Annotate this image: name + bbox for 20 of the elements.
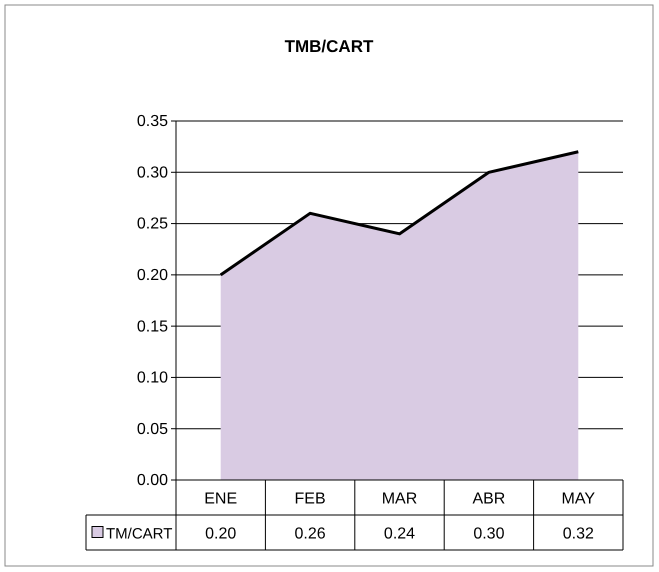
data-label: 0.20: [205, 526, 236, 542]
legend-label: TM/CART: [106, 526, 172, 542]
y-tick-label: 0.15: [136, 318, 168, 336]
y-tick-label: 0.10: [136, 370, 168, 387]
data-label: 0.30: [473, 526, 505, 542]
y-tick-label: 0.00: [136, 472, 168, 490]
y-tick-label: 0.25: [136, 216, 168, 233]
x-tick-label: FEB: [294, 490, 326, 508]
chart-title: TMB/CART: [284, 37, 374, 56]
y-tick-label: 0.05: [136, 420, 168, 438]
data-label: 0.32: [562, 526, 594, 542]
data-label: 0.24: [384, 526, 416, 542]
data-label: 0.26: [294, 526, 326, 542]
x-tick-label: MAR: [382, 490, 418, 508]
x-tick-label: MAY: [562, 490, 596, 508]
y-tick-label: 0.35: [136, 113, 168, 130]
x-tick-label: ABR: [472, 490, 506, 508]
y-tick-label: 0.30: [136, 164, 168, 182]
y-tick-label: 0.20: [136, 266, 168, 284]
x-tick-label: ENE: [204, 490, 238, 508]
